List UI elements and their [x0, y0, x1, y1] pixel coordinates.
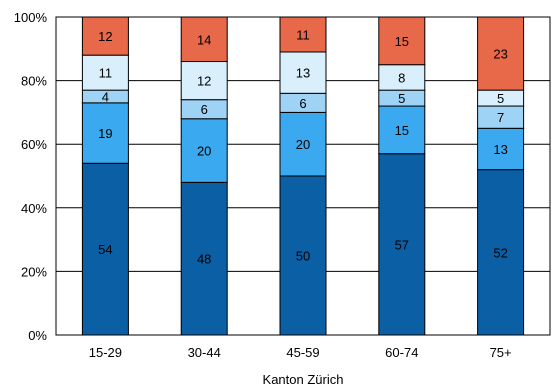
data-label: 13: [493, 142, 507, 157]
plot-frame: [55, 16, 551, 336]
y-tick-label: 100%: [14, 10, 48, 25]
x-tick-label: 30-44: [188, 345, 221, 360]
y-tick-label: 20%: [21, 264, 47, 279]
data-label: 5: [398, 91, 405, 106]
data-label: 20: [296, 137, 310, 152]
data-label: 6: [299, 96, 306, 111]
data-label: 20: [197, 144, 211, 159]
bar-segment: [180, 16, 228, 63]
y-axis-ticks: 0% 20% 40% 60% 80% 100%: [14, 10, 48, 343]
data-label: 8: [398, 70, 405, 85]
data-label: 11: [296, 27, 310, 42]
x-tick-label: 75+: [490, 345, 512, 360]
bar-segment: [378, 64, 426, 91]
y-tick-label: 60%: [21, 137, 47, 152]
data-label: 15: [395, 34, 409, 49]
data-label: 14: [197, 32, 211, 47]
x-tick-label: 60-74: [385, 345, 418, 360]
bar-segment: [81, 102, 129, 164]
y-tick-label: 40%: [21, 201, 47, 216]
bar-segment: [378, 16, 426, 66]
x-tick-label: 45-59: [286, 345, 319, 360]
data-label: 15: [395, 123, 409, 138]
bar-segment: [279, 16, 327, 53]
bar-segment: [378, 153, 426, 336]
data-label: 48: [197, 252, 211, 267]
bar-segment: [477, 16, 525, 91]
data-label: 52: [493, 245, 507, 260]
x-axis-ticks: 15-29 30-44 45-59 60-74 75+: [89, 345, 512, 360]
data-label: 23: [493, 47, 507, 62]
data-label: 13: [296, 66, 310, 81]
data-label: 5: [497, 91, 504, 106]
data-label: 11: [99, 66, 113, 81]
data-label: 6: [201, 102, 208, 117]
x-axis-label: Kanton Zürich: [263, 372, 344, 387]
bar-segment: [477, 127, 525, 171]
y-tick-label: 80%: [21, 74, 47, 89]
bar-segment: [279, 111, 327, 177]
bar-segment: [378, 105, 426, 155]
data-label: 12: [98, 29, 112, 44]
bar-segment: [180, 61, 228, 101]
data-label: 19: [98, 126, 112, 141]
data-label: 57: [395, 237, 409, 252]
bar-segment: [477, 169, 525, 336]
bars: 54 19 4 11 12 48 20 6 12 14 50 20 6 13 11 57 15 5 8 15 52 13 7…: [81, 16, 525, 336]
y-tick-label: 0%: [28, 328, 47, 343]
bar-segment: [279, 51, 327, 94]
data-label: 12: [197, 74, 211, 89]
data-label: 54: [98, 242, 112, 257]
data-label: 4: [102, 90, 109, 105]
bar-segment: [180, 118, 228, 183]
data-label: 7: [497, 110, 504, 125]
x-tick-label: 15-29: [89, 345, 122, 360]
data-label: 50: [296, 249, 310, 264]
bar-segment: [81, 16, 129, 56]
